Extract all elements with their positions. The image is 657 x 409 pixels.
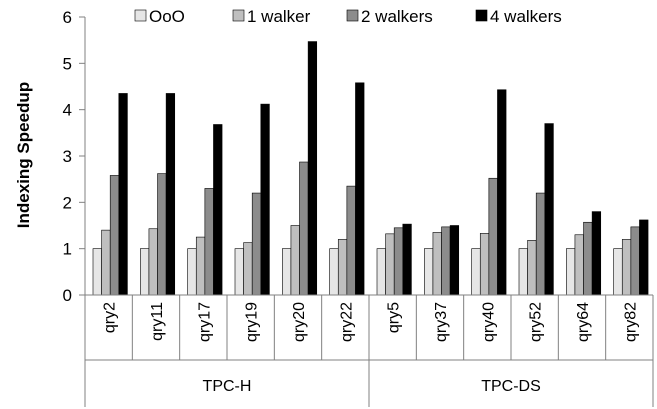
bar-ooo-qry11 bbox=[140, 248, 150, 296]
bar-2-walkers-qry17 bbox=[204, 188, 214, 296]
category-label-qry19: qry19 bbox=[244, 302, 261, 342]
bar-1-walker-qry52 bbox=[527, 240, 537, 296]
bar-4-walkers-qry2 bbox=[118, 93, 128, 296]
legend-label-ooo: OoO bbox=[149, 7, 185, 26]
legend-label-4-walkers: 4 walkers bbox=[490, 7, 562, 26]
bar-ooo-qry22 bbox=[329, 248, 339, 296]
y-tick-label: 4 bbox=[63, 101, 72, 120]
category-label-qry2: qry2 bbox=[102, 302, 119, 333]
bar-ooo-qry37 bbox=[424, 248, 434, 296]
legend-swatch-2-walkers bbox=[346, 9, 359, 22]
category-label-qry40: qry40 bbox=[480, 302, 497, 342]
y-tick-label: 3 bbox=[63, 147, 72, 166]
bar-4-walkers-qry52 bbox=[544, 123, 554, 296]
group-label-tpc-h: TPC-H bbox=[203, 378, 252, 395]
bar-1-walker-qry2 bbox=[101, 229, 111, 296]
bar-4-walkers-qry17 bbox=[213, 124, 223, 296]
bar-1-walker-qry11 bbox=[148, 228, 158, 296]
bar-2-walkers-qry52 bbox=[535, 192, 546, 296]
bar-2-walkers-qry82 bbox=[630, 226, 640, 296]
bar-1-walker-qry20 bbox=[290, 225, 300, 296]
bar-2-walkers-qry20 bbox=[299, 161, 309, 296]
bar-1-walker-qry19 bbox=[243, 242, 253, 296]
bar-4-walkers-qry11 bbox=[165, 93, 176, 296]
category-label-qry82: qry82 bbox=[622, 302, 639, 342]
y-tick-label: 2 bbox=[63, 193, 72, 212]
y-tick-label: 5 bbox=[63, 54, 72, 73]
bar-ooo-qry19 bbox=[234, 248, 244, 296]
bar-2-walkers-qry64 bbox=[583, 221, 593, 296]
axes bbox=[84, 17, 654, 407]
bar-1-walker-qry37 bbox=[432, 232, 442, 296]
legend-swatch-4-walkers bbox=[475, 9, 488, 22]
legend-swatch-1-walker bbox=[232, 9, 245, 22]
y-tick-label: 1 bbox=[63, 240, 72, 259]
y-tick-label: 0 bbox=[63, 286, 72, 305]
bar-2-walkers-qry22 bbox=[346, 185, 356, 296]
bar-1-walker-qry5 bbox=[385, 233, 395, 296]
bar-2-walkers-qry40 bbox=[488, 177, 498, 296]
bar-4-walkers-qry82 bbox=[639, 219, 649, 296]
category-label-qry37: qry37 bbox=[433, 302, 450, 342]
bar-2-walkers-qry2 bbox=[109, 175, 120, 296]
y-axis-ticks: 0 1 2 3 4 5 6 bbox=[63, 8, 85, 305]
bar-2-walkers-qry5 bbox=[393, 227, 404, 296]
bar-4-walkers-qry37 bbox=[449, 225, 460, 296]
bar-ooo-qry82 bbox=[613, 248, 623, 296]
bars bbox=[92, 41, 649, 296]
bar-ooo-qry17 bbox=[187, 248, 197, 296]
bar-ooo-qry2 bbox=[92, 248, 102, 296]
bar-1-walker-qry40 bbox=[479, 233, 490, 296]
bar-4-walkers-qry19 bbox=[260, 103, 270, 296]
bar-2-walkers-qry37 bbox=[441, 226, 451, 296]
bar-ooo-qry20 bbox=[282, 248, 292, 296]
category-label-qry64: qry64 bbox=[575, 302, 592, 342]
legend-label-1-walker: 1 walker bbox=[247, 7, 311, 26]
bar-ooo-qry40 bbox=[471, 248, 481, 296]
bar-4-walkers-qry64 bbox=[591, 211, 602, 296]
category-label-qry20: qry20 bbox=[291, 302, 308, 342]
bar-4-walkers-qry22 bbox=[355, 82, 365, 296]
bar-1-walker-qry64 bbox=[574, 234, 584, 296]
bar-ooo-qry64 bbox=[566, 248, 576, 296]
bar-4-walkers-qry5 bbox=[402, 223, 412, 296]
category-label-qry5: qry5 bbox=[386, 302, 403, 333]
group-label-tpc-ds: TPC-DS bbox=[481, 378, 541, 395]
category-label-qry11: qry11 bbox=[149, 302, 166, 341]
bar-1-walker-qry82 bbox=[621, 239, 632, 296]
category-label-qry22: qry22 bbox=[338, 302, 355, 342]
bar-ooo-qry5 bbox=[376, 248, 386, 296]
bar-2-walkers-qry11 bbox=[157, 173, 167, 296]
y-axis-title: Indexing Speedup bbox=[14, 82, 33, 228]
bar-4-walkers-qry40 bbox=[497, 89, 507, 296]
legend-label-2-walkers: 2 walkers bbox=[361, 7, 433, 26]
y-tick-label: 6 bbox=[63, 8, 72, 27]
bar-ooo-qry52 bbox=[518, 248, 528, 296]
legend: OoO 1 walker 2 walkers 4 walkers bbox=[134, 7, 562, 26]
bar-4-walkers-qry20 bbox=[307, 41, 318, 296]
bar-1-walker-qry22 bbox=[337, 239, 348, 296]
x-axis-labels: qry2 qry11 qry17 qry19 qry20 qry22 qry5 qry37 qr… bbox=[102, 302, 640, 395]
legend-swatch-ooo bbox=[134, 9, 147, 22]
bar-2-walkers-qry19 bbox=[251, 192, 262, 296]
category-label-qry17: qry17 bbox=[196, 302, 213, 342]
category-label-qry52: qry52 bbox=[528, 302, 545, 342]
bar-1-walker-qry17 bbox=[195, 236, 206, 296]
